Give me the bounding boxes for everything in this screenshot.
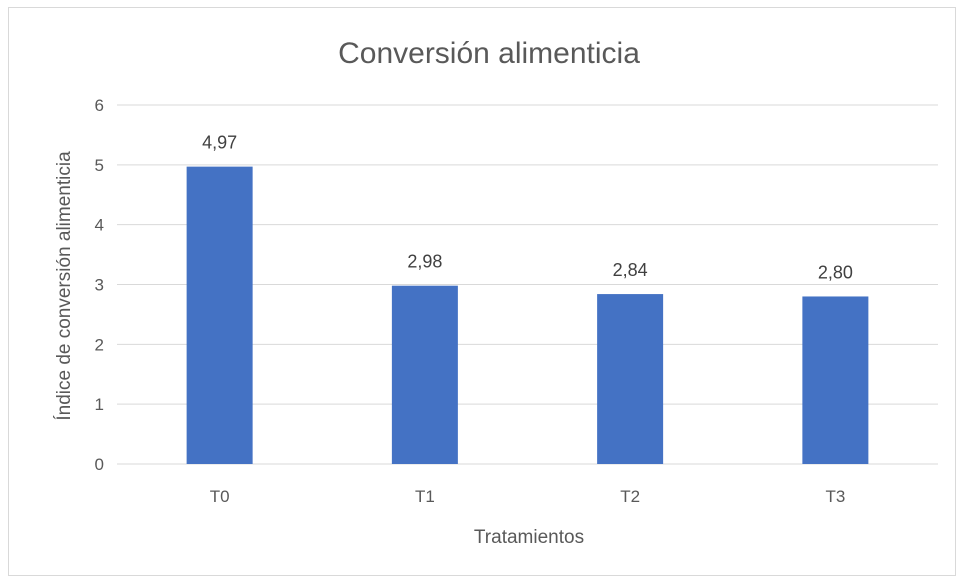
bars	[186, 166, 869, 464]
data-label: 4,97	[202, 133, 237, 153]
y-tick-label: 4	[95, 216, 104, 235]
data-label: 2,98	[407, 252, 442, 272]
x-tick-label: T2	[620, 487, 640, 506]
chart-frame	[8, 7, 956, 576]
bar	[802, 296, 869, 464]
bar	[597, 294, 664, 464]
x-tick-label: T3	[825, 487, 845, 506]
y-tick-label: 6	[95, 96, 104, 115]
data-labels: 4,97 2,98 2,84 2,80	[202, 133, 853, 283]
bar	[391, 285, 458, 464]
y-tick-label: 2	[95, 335, 104, 354]
x-axis-label: Tratamientos	[474, 527, 584, 548]
chart-title: Conversión alimenticia	[338, 37, 640, 70]
y-tick-label: 5	[95, 156, 104, 175]
data-label: 2,84	[613, 260, 648, 280]
bar	[186, 166, 253, 464]
x-tick-label: T1	[415, 487, 435, 506]
y-axis-label: Índice de conversión alimenticia	[54, 151, 75, 421]
y-tick-label: 3	[95, 276, 104, 295]
x-tick-label: T0	[210, 487, 230, 506]
y-tick-label: 0	[95, 455, 104, 474]
x-ticks: T0 T1 T2 T3	[210, 487, 846, 506]
gridlines	[117, 104, 938, 465]
y-tick-label: 1	[95, 395, 104, 414]
data-label: 2,80	[818, 262, 853, 282]
y-ticks: 0 1 2 3 4 5 6	[95, 96, 104, 474]
